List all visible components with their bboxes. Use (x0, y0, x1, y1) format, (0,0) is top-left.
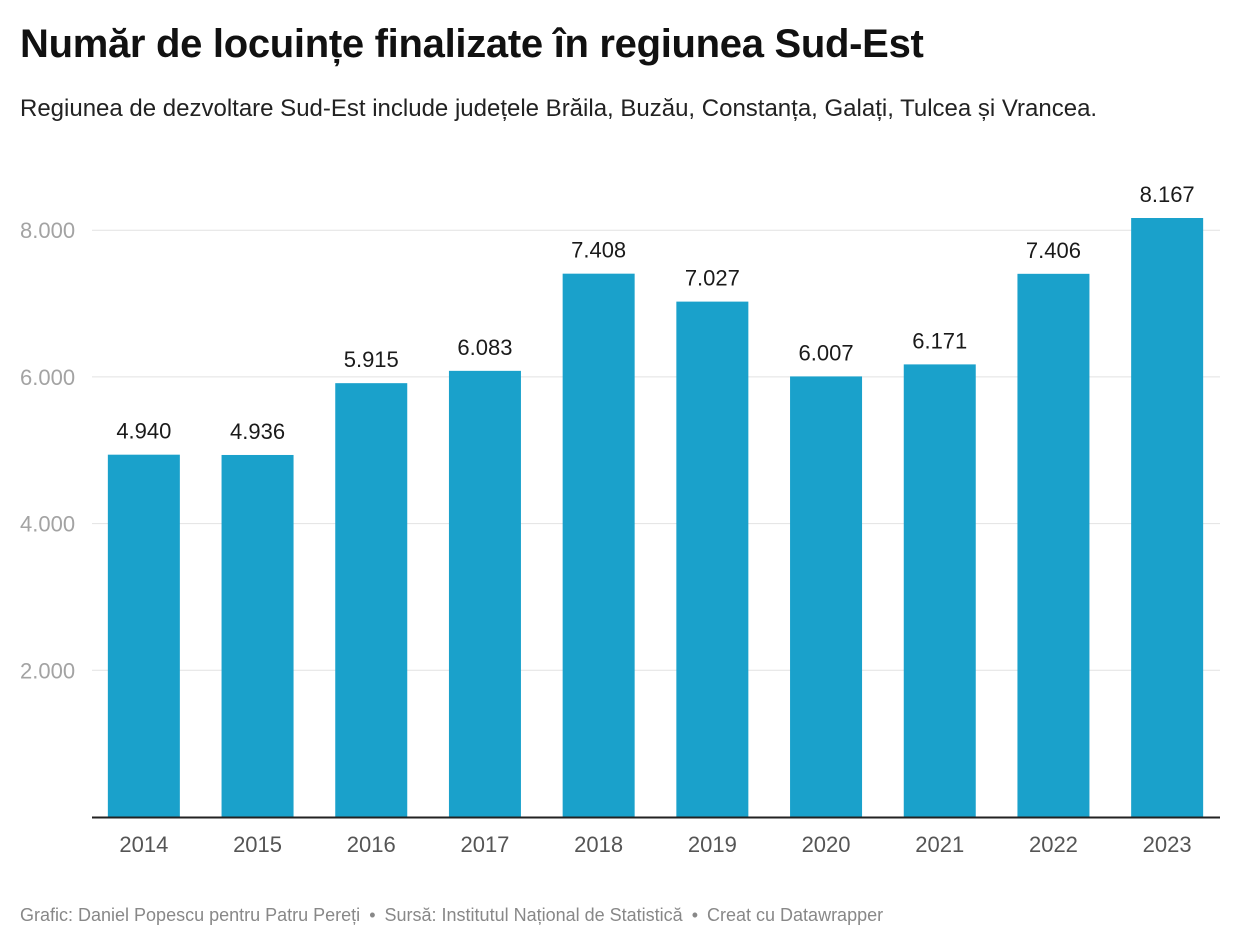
data-label: 7.408 (571, 238, 626, 263)
data-label: 8.167 (1140, 182, 1195, 207)
y-tick-label: 8.000 (20, 218, 75, 243)
data-label: 5.915 (344, 347, 399, 372)
data-label: 6.083 (457, 335, 512, 360)
bar (221, 454, 294, 817)
bar (790, 376, 863, 817)
data-label: 7.406 (1026, 238, 1081, 263)
x-tick-label: 2020 (802, 832, 851, 857)
data-label: 4.936 (230, 419, 285, 444)
x-tick-label: 2015 (233, 832, 282, 857)
bar (107, 454, 180, 817)
bar (676, 301, 749, 818)
chart-subtitle: Regiunea de dezvoltare Sud-Est include j… (20, 95, 1098, 122)
data-label: 6.171 (912, 328, 967, 353)
x-tick-label: 2023 (1143, 832, 1192, 857)
x-tick-label: 2021 (915, 832, 964, 857)
bar (448, 370, 521, 817)
data-label: 6.007 (799, 340, 854, 365)
bar (562, 273, 635, 817)
x-tick-label: 2014 (119, 832, 168, 857)
chart-title: Număr de locuințe finalizate în regiunea… (20, 22, 924, 66)
x-tick-label: 2022 (1029, 832, 1078, 857)
footer-separator: • (691, 905, 698, 925)
chart-footer: Grafic: Daniel Popescu pentru Patru Pere… (20, 905, 883, 926)
data-label: 4.940 (116, 419, 171, 444)
x-tick-label: 2016 (347, 832, 396, 857)
bar (903, 364, 976, 817)
y-tick-label: 2.000 (20, 658, 75, 683)
bar (335, 383, 408, 817)
footer-separator: • (369, 905, 376, 925)
bar (1131, 218, 1204, 817)
x-tick-label: 2019 (688, 832, 737, 857)
x-tick-label: 2018 (574, 832, 623, 857)
data-label: 7.027 (685, 266, 740, 291)
y-tick-label: 6.000 (20, 365, 75, 390)
y-tick-label: 4.000 (20, 512, 75, 537)
footer-credit: Grafic: Daniel Popescu pentru Patru Pere… (20, 905, 361, 925)
footer-tool: Creat cu Datawrapper (707, 905, 884, 925)
bar (1017, 273, 1090, 818)
footer-source: Sursă: Institutul Național de Statistică (384, 905, 683, 925)
x-tick-label: 2017 (460, 832, 509, 857)
